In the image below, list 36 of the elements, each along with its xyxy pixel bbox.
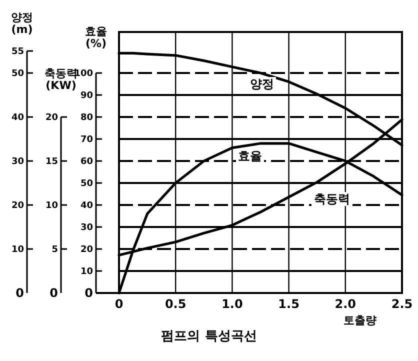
- x-tick-label: 0.5: [164, 297, 186, 311]
- y3-tick-label: 50: [11, 69, 24, 80]
- y-tick-label: 20: [80, 245, 93, 256]
- y-tick-label: 50: [80, 179, 93, 190]
- y3-tick-label: 20: [11, 201, 24, 212]
- y3-tick-label: 10: [11, 245, 24, 256]
- y-tick-label: 40: [80, 201, 93, 212]
- x-tick-label: 0: [114, 297, 124, 311]
- y-tick-label: 80: [80, 113, 93, 124]
- y-tick-label: 90: [80, 91, 93, 102]
- series-label: 양정: [250, 77, 274, 91]
- y3-tick-label: 40: [11, 113, 24, 124]
- x-tick-label: 2.5: [391, 297, 413, 311]
- series-label: 축동력: [314, 192, 350, 206]
- x-tick-label: 1.0: [222, 297, 243, 311]
- y2-tick-label: 15: [45, 157, 58, 168]
- y-tick-label: 30: [80, 223, 93, 234]
- x-tick-label: 1.5: [278, 297, 300, 311]
- y2-tick-label: 0: [50, 286, 58, 300]
- y-tick-label: 70: [80, 135, 93, 146]
- y-tick-label: 0: [84, 286, 93, 300]
- y3-tick-label: 55: [11, 47, 24, 58]
- y3-tick-label: 0: [16, 286, 24, 300]
- x-tick-label: 2.0: [334, 297, 356, 311]
- x-axis-title: 토출량: [344, 314, 376, 327]
- y3-axis-title: 양정 (m): [11, 11, 33, 36]
- y2-tick-label: 10: [45, 201, 58, 212]
- y-tick-label: 10: [80, 267, 93, 278]
- y-axis-title: 효율 (%): [85, 25, 107, 50]
- text: 펌프의 특성곡선: [161, 329, 257, 344]
- series-label: 효율: [238, 149, 262, 163]
- y2-tick-label: 20: [45, 113, 58, 124]
- y2-tick-label: 5: [52, 245, 58, 256]
- y3-tick-label: 30: [11, 157, 24, 168]
- y-tick-label: 60: [80, 157, 93, 168]
- y2-axis-title: 축동력 (KW): [44, 67, 78, 92]
